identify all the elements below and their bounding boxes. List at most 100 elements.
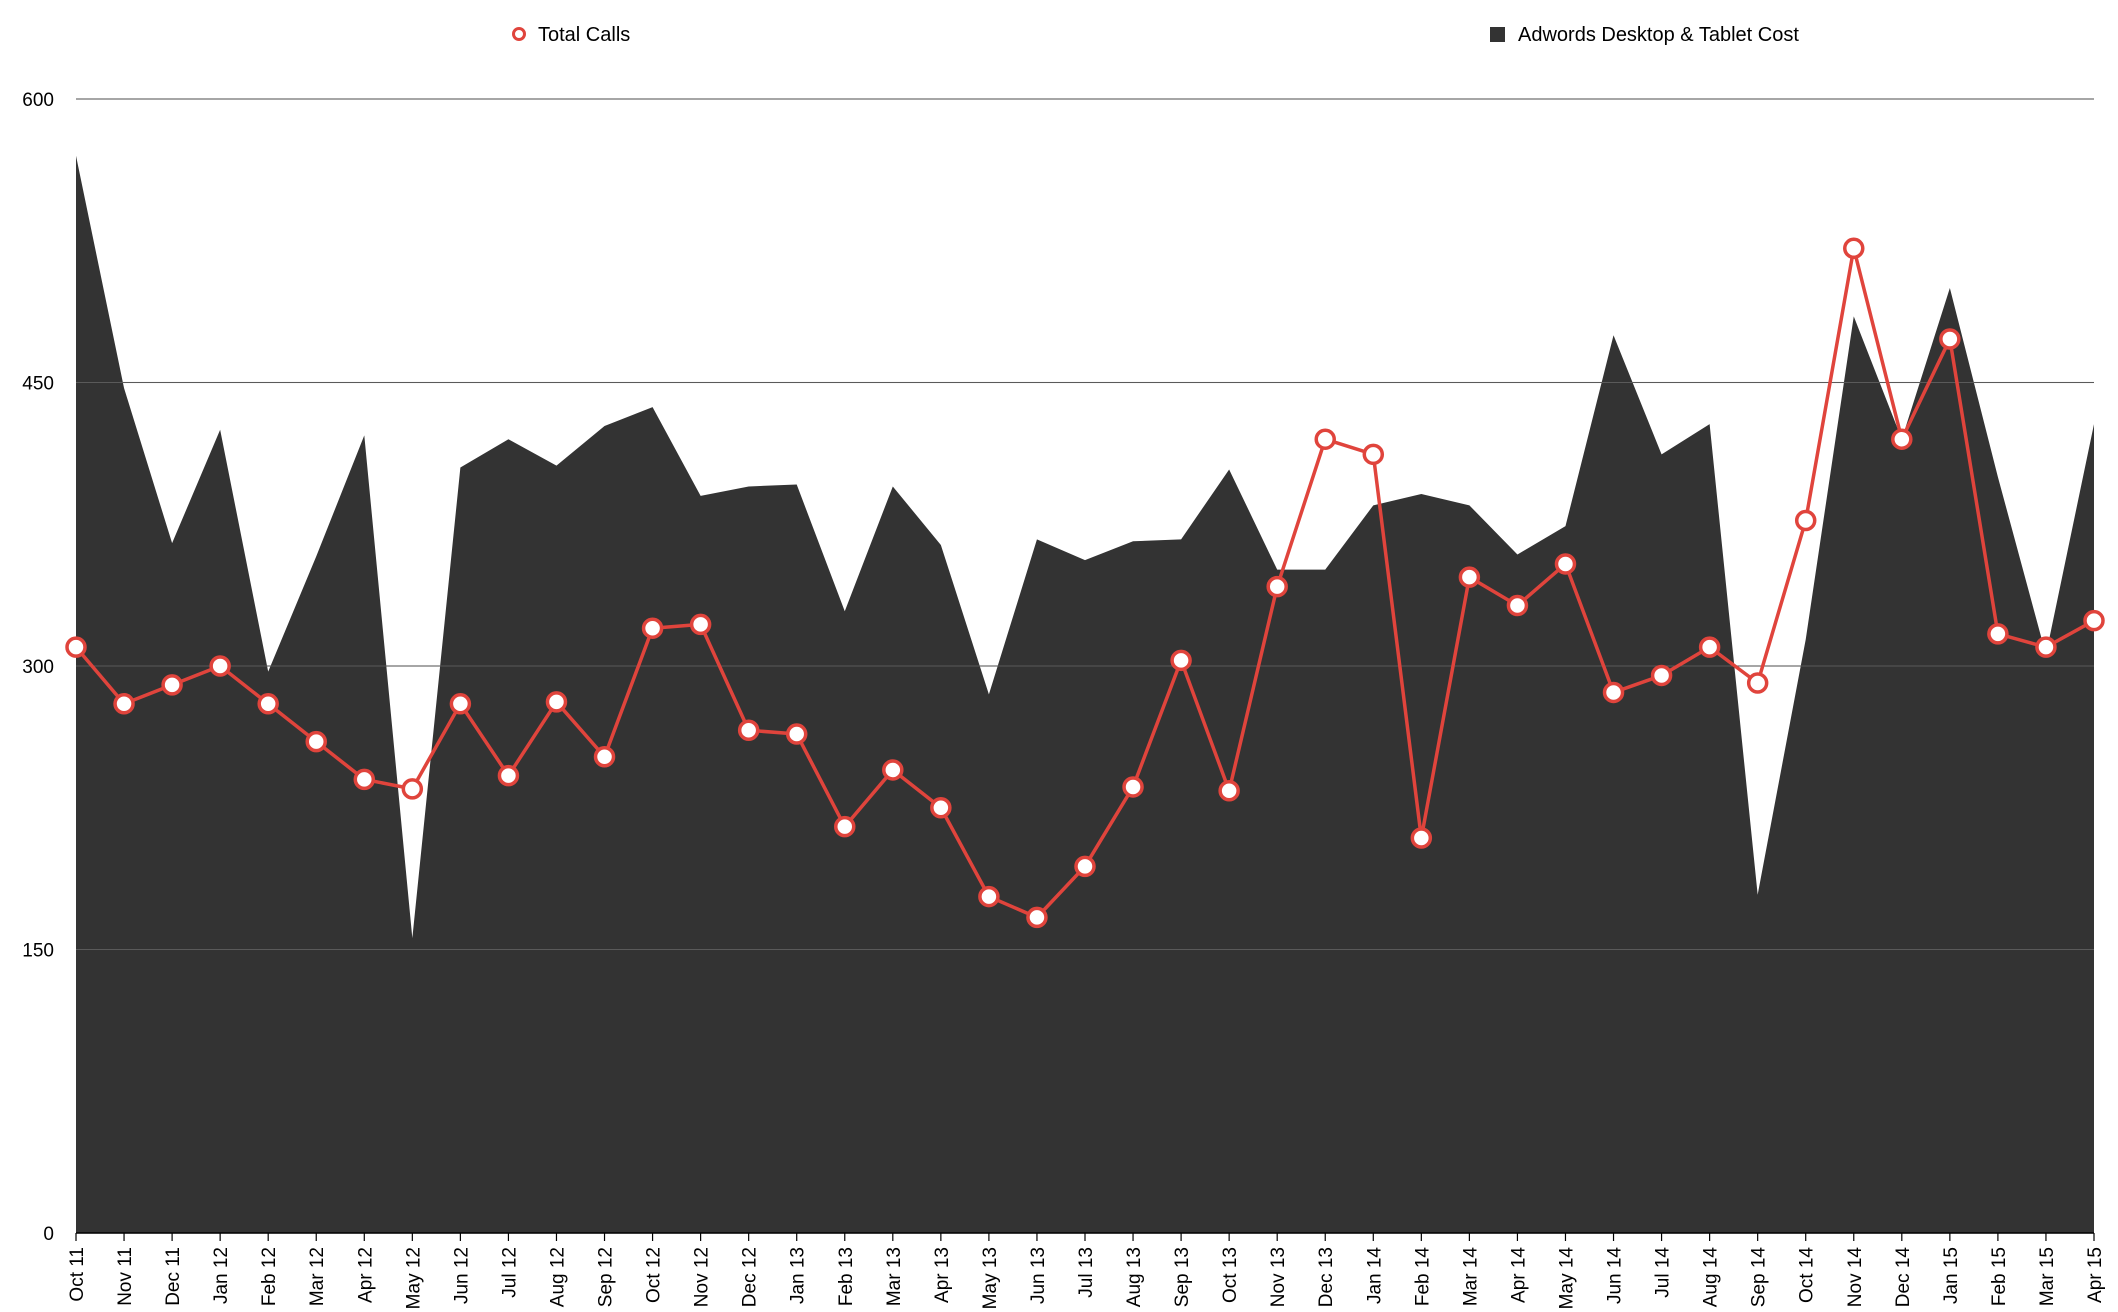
x-tick-label-34: Aug 14 (1701, 1247, 1722, 1308)
data-point-total-calls-10 (545, 691, 568, 713)
data-point-total-calls-5 (305, 730, 327, 753)
data-point-total-calls-3 (209, 655, 231, 677)
x-tick-label-4: Feb 12 (259, 1247, 280, 1306)
y-tick-label-150: 150 (22, 941, 54, 962)
legend-item-total-calls[interactable]: Total Calls (512, 24, 631, 46)
data-point-total-calls-4 (257, 693, 279, 715)
y-tick-label-300: 300 (22, 657, 54, 678)
data-point-total-calls-18 (930, 797, 952, 819)
x-tick-label-27: Jan 14 (1364, 1247, 1385, 1304)
data-point-total-calls-28 (1410, 827, 1433, 849)
x-tick-label-22: Aug 13 (1124, 1247, 1145, 1307)
data-point-total-calls-42 (2083, 609, 2105, 632)
x-tick-label-42: Apr 15 (2085, 1247, 2106, 1303)
data-point-total-calls-37 (1843, 237, 1865, 260)
data-point-total-calls-23 (1170, 649, 1192, 672)
x-tick-label-35: Sep 14 (1749, 1247, 1770, 1308)
x-tick-label-15: Jan 13 (788, 1247, 809, 1304)
data-point-total-calls-12 (641, 617, 664, 639)
x-tick-label-31: May 14 (1556, 1247, 1577, 1310)
x-tick-label-14: Dec 12 (740, 1247, 761, 1307)
x-tick-label-19: May 13 (980, 1247, 1001, 1309)
x-tick-label-33: Jul 14 (1653, 1247, 1674, 1298)
data-point-total-calls-34 (1698, 636, 1721, 658)
x-tick-label-25: Nov 13 (1268, 1247, 1289, 1307)
data-point-total-calls-6 (353, 768, 376, 791)
data-point-total-calls-39 (1939, 328, 1961, 350)
y-tick-label-600: 600 (22, 90, 54, 111)
x-tick-label-9: Jul 12 (499, 1247, 520, 1298)
x-tick-label-23: Sep 13 (1172, 1247, 1193, 1307)
x-tick-label-8: Jun 12 (451, 1247, 472, 1304)
data-point-total-calls-31 (1554, 553, 1577, 575)
legend-label-total-calls: Total Calls (538, 24, 630, 46)
x-tick-label-39: Jan 15 (1941, 1247, 1962, 1304)
x-tick-label-7: May 12 (403, 1247, 424, 1309)
legend-marker-adwords-cost (1490, 27, 1505, 42)
data-point-total-calls-15 (785, 723, 808, 745)
x-tick-label-12: Oct 12 (644, 1247, 665, 1303)
x-tick-label-41: Mar 15 (2037, 1247, 2058, 1306)
data-point-total-calls-32 (1602, 681, 1625, 704)
data-point-total-calls-7 (401, 778, 424, 800)
x-tick-label-21: Jul 13 (1076, 1247, 1097, 1298)
x-tick-label-1: Nov 11 (115, 1247, 136, 1306)
data-point-total-calls-22 (1122, 776, 1144, 798)
line-series-total-calls (65, 237, 2105, 929)
x-tick-label-30: Apr 14 (1508, 1247, 1529, 1303)
data-point-total-calls-38 (1891, 428, 1913, 450)
x-tick-label-26: Dec 13 (1316, 1247, 1337, 1307)
data-point-total-calls-41 (2035, 636, 2057, 658)
x-tick-label-29: Mar 14 (1460, 1247, 1481, 1307)
area-series-adwords-cost (76, 155, 2094, 1234)
data-point-total-calls-36 (1794, 509, 1817, 532)
data-point-total-calls-14 (737, 719, 760, 742)
y-tick-label-0: 0 (43, 1224, 54, 1245)
data-point-total-calls-1 (113, 693, 135, 715)
gridlines-over-area (76, 98, 2094, 950)
data-point-total-calls-16 (834, 815, 856, 838)
data-point-total-calls-26 (1314, 428, 1336, 450)
data-point-total-calls-29 (1458, 566, 1481, 588)
y-tick-label-450: 450 (22, 374, 54, 395)
x-tick-label-5: Mar 12 (307, 1247, 328, 1306)
data-point-total-calls-20 (1026, 906, 1048, 929)
data-point-total-calls-11 (593, 745, 616, 768)
legend-item-adwords-cost[interactable]: Adwords Desktop & Tablet Cost (1490, 24, 1799, 46)
x-tick-label-3: Jan 12 (211, 1247, 232, 1304)
x-tick-label-13: Nov 12 (692, 1247, 713, 1307)
data-point-total-calls-30 (1506, 594, 1529, 617)
x-tick-label-37: Nov 14 (1845, 1247, 1866, 1308)
x-tick-label-38: Dec 14 (1893, 1247, 1914, 1308)
x-tick-label-36: Oct 14 (1797, 1247, 1818, 1303)
data-point-total-calls-17 (882, 759, 904, 781)
legend-label-adwords-cost: Adwords Desktop & Tablet Cost (1518, 24, 1799, 46)
data-point-total-calls-24 (1218, 779, 1240, 802)
data-point-total-calls-2 (161, 674, 183, 696)
data-point-total-calls-13 (689, 613, 712, 636)
data-point-total-calls-27 (1362, 443, 1385, 466)
x-axis: Oct 11 Nov 11 Dec 11 Jan 12 Feb 12 Mar 12 Apr … (67, 1232, 2106, 1310)
legend: Total Calls Adwords Desktop & Tablet Cos… (512, 24, 1799, 46)
x-tick-label-6: Apr 12 (355, 1247, 376, 1303)
data-point-total-calls-21 (1074, 855, 1096, 878)
x-tick-label-40: Feb 15 (1989, 1247, 2010, 1306)
x-tick-label-20: Jun 13 (1028, 1247, 1049, 1304)
x-tick-label-16: Feb 13 (836, 1247, 857, 1306)
x-tick-label-28: Feb 14 (1412, 1247, 1433, 1307)
x-tick-label-24: Oct 13 (1220, 1247, 1241, 1303)
data-point-total-calls-9 (497, 764, 520, 787)
data-point-total-calls-0 (65, 636, 87, 658)
x-tick-label-10: Aug 12 (547, 1247, 568, 1307)
x-tick-label-18: Apr 13 (932, 1247, 953, 1303)
x-tick-label-11: Sep 12 (596, 1247, 617, 1307)
x-tick-label-0: Oct 11 (67, 1247, 88, 1302)
legend-marker-total-calls (512, 27, 526, 41)
x-tick-label-32: Jun 14 (1605, 1247, 1626, 1304)
y-axis: 0 150 300 450 600 (22, 90, 54, 1245)
area-fill-adwords-cost (76, 155, 2094, 1234)
data-point-total-calls-35 (1746, 672, 1769, 694)
data-point-total-calls-19 (978, 885, 1000, 908)
data-point-total-calls-25 (1266, 575, 1288, 598)
